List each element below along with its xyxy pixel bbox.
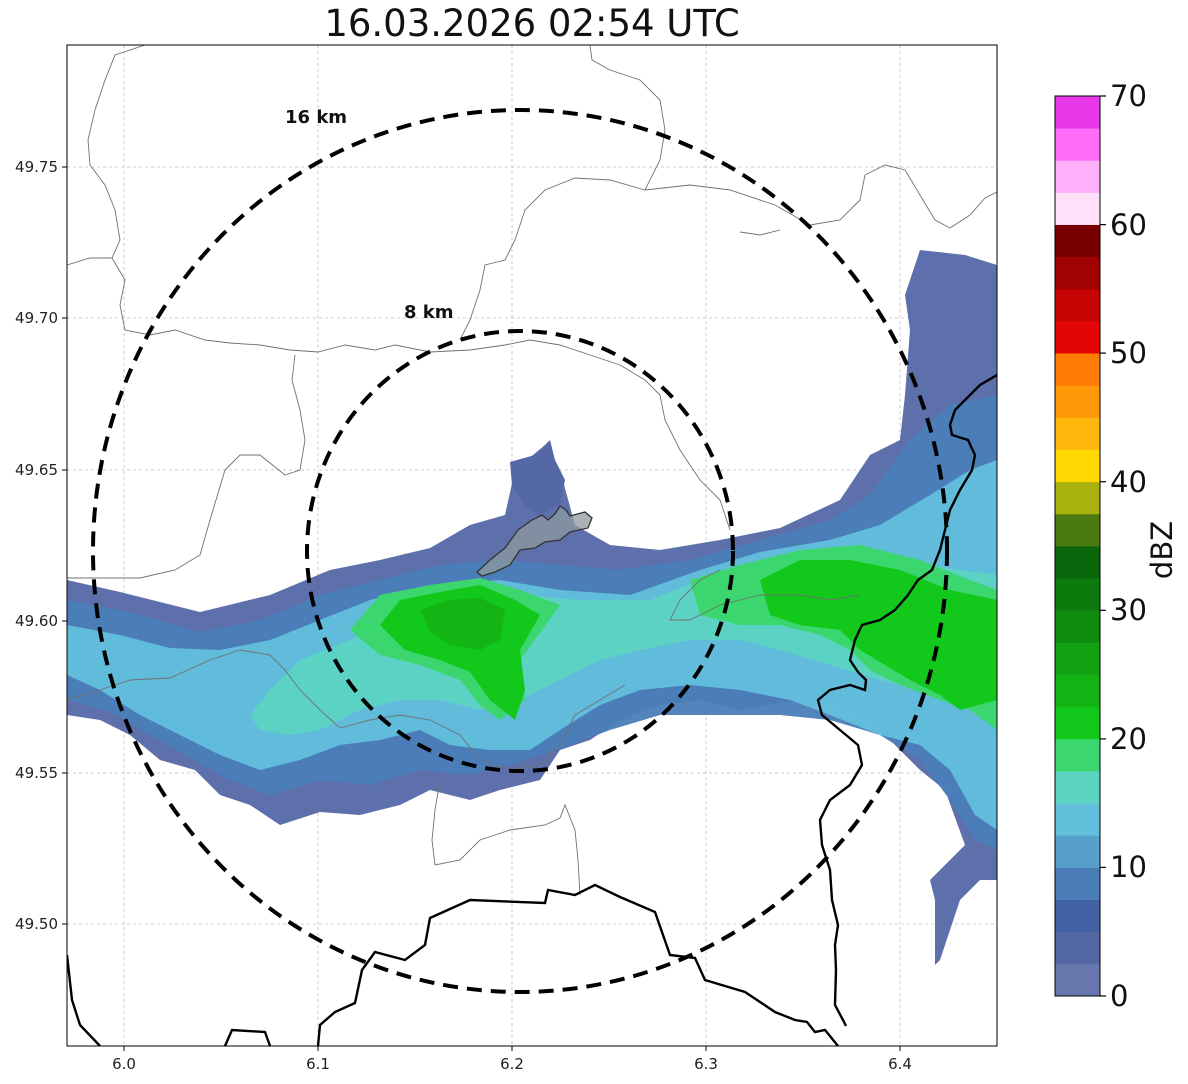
y-tick-label: 49.50: [15, 915, 58, 933]
range-ring-label-8km: 8 km: [404, 302, 454, 323]
colorbar-swatch: [1055, 610, 1100, 643]
colorbar: 0 10 20 30 40 50 60 70 dBZ: [1054, 79, 1179, 1013]
colorbar-swatch: [1055, 417, 1100, 450]
colorbar-swatch: [1055, 546, 1100, 579]
colorbar-swatch: [1055, 706, 1100, 740]
colorbar-tick-label: 60: [1110, 208, 1147, 242]
radar-reflectivity: [67, 250, 997, 965]
colorbar-tick-label: 20: [1110, 722, 1147, 756]
map-title: 16.03.2026 02:54 UTC: [324, 2, 740, 45]
x-tick-label: 6.4: [888, 1055, 912, 1073]
colorbar-swatch: [1055, 963, 1100, 997]
colorbar-swatch: [1055, 321, 1100, 354]
colorbar-tick-label: 70: [1110, 79, 1147, 113]
colorbar-swatch: [1055, 224, 1100, 258]
colorbar-swatch: [1055, 449, 1100, 483]
range-ring-16km: [91, 108, 949, 994]
colorbar-swatch: [1055, 674, 1100, 708]
colorbar-swatch: [1055, 353, 1100, 386]
colorbar-swatch: [1055, 385, 1100, 418]
colorbar-tick-label: 10: [1110, 850, 1147, 884]
colorbar-swatch: [1055, 578, 1100, 611]
colorbar-swatch: [1055, 256, 1100, 290]
colorbar-swatch: [1055, 642, 1100, 675]
colorbar-swatch: [1055, 867, 1100, 900]
echo-core-dark-green: [420, 598, 505, 650]
echo-cell-north: [510, 440, 565, 515]
range-rings: [91, 108, 949, 994]
colorbar-swatch: [1055, 931, 1100, 965]
y-axis: 49.75 49.70 49.65 49.60 49.55 49.50: [15, 158, 67, 933]
colorbar-swatch: [1055, 738, 1100, 772]
colorbar-swatch: [1055, 160, 1100, 193]
plot-frame: [66, 44, 998, 1047]
x-tick-label: 6.2: [500, 1055, 524, 1073]
y-tick-label: 49.55: [15, 764, 58, 782]
range-ring-8km: [305, 329, 735, 773]
colorbar-tick-label: 50: [1110, 336, 1147, 370]
y-tick-label: 49.60: [15, 612, 58, 630]
colorbar-swatch: [1055, 835, 1100, 868]
x-axis: 6.0 6.1 6.2 6.3 6.4: [112, 1046, 912, 1073]
national-border: [67, 373, 997, 1046]
colorbar-swatches: [1055, 96, 1100, 997]
colorbar-swatch: [1055, 192, 1100, 225]
x-tick-label: 6.0: [112, 1055, 136, 1073]
echo-core-strong-2: [760, 560, 997, 710]
y-tick-label: 49.65: [15, 461, 58, 479]
colorbar-swatch: [1055, 128, 1100, 161]
colorbar-tick-label: 40: [1110, 465, 1147, 499]
range-ring-label-16km: 16 km: [285, 107, 347, 128]
admin-boundaries: [67, 45, 997, 896]
colorbar-frame: [1054, 95, 1101, 997]
y-tick-label: 49.75: [15, 158, 58, 176]
x-tick-label: 6.1: [306, 1055, 330, 1073]
colorbar-swatch: [1055, 803, 1100, 836]
colorbar-tick-label: 0: [1110, 979, 1128, 1013]
colorbar-swatch: [1055, 288, 1100, 322]
colorbar-swatch: [1055, 899, 1100, 933]
y-tick-label: 49.70: [15, 309, 58, 327]
colorbar-swatch: [1055, 96, 1100, 129]
colorbar-tick-label: 30: [1110, 593, 1147, 627]
colorbar-swatch: [1055, 771, 1100, 804]
colorbar-swatch: [1055, 513, 1100, 547]
colorbar-label: dBZ: [1145, 521, 1179, 579]
colorbar-swatch: [1055, 481, 1100, 515]
radar-site-area: [476, 505, 593, 577]
x-tick-label: 6.3: [694, 1055, 718, 1073]
